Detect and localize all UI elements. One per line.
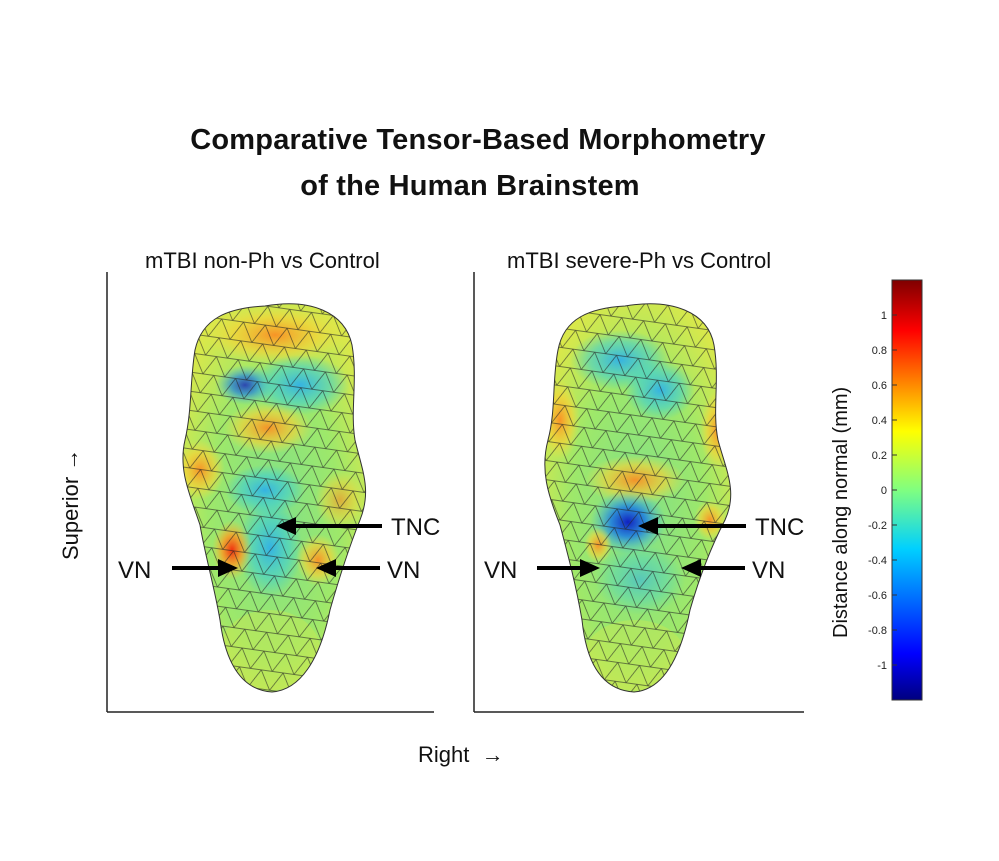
colorbar-tick-label: 0 <box>881 485 887 497</box>
brainstem-mesh-right <box>544 303 732 693</box>
figure-title-line1: Comparative Tensor-Based Morphometry <box>190 124 766 156</box>
colorbar-tick-label: -0.2 <box>868 520 887 532</box>
colorbar-tick-label: 0.4 <box>872 415 887 427</box>
colorbar-tick-label: -0.6 <box>868 590 887 602</box>
x-axis-label: Right → <box>418 742 504 767</box>
y-axis-label: Superior → <box>58 448 83 560</box>
colorbar-label: Distance along normal (mm) <box>830 386 852 638</box>
vn-label-right-outer: VN <box>484 557 517 584</box>
right-annotations: TNC VN VN <box>484 514 804 584</box>
tnc-label-right: TNC <box>755 514 804 541</box>
tnc-label-left: TNC <box>391 514 440 541</box>
colorbar-tick-label: -0.8 <box>868 625 887 637</box>
colorbar-tick-label: -1 <box>877 660 887 672</box>
left-annotations: TNC VN VN <box>118 514 440 584</box>
colorbar-ticks: 1 0.8 0.6 0.4 0.2 0 -0.2 -0.4 -0.6 -0.8 -1 <box>868 310 897 672</box>
colorbar-tick-label: 0.8 <box>872 345 887 357</box>
colorbar-tick-label: 1 <box>881 310 887 322</box>
colorbar: 1 0.8 0.6 0.4 0.2 0 -0.2 -0.4 -0.6 -0.8 -1 <box>868 279 923 701</box>
vn-label-left-inner: VN <box>387 557 420 584</box>
colorbar-tick-label: 0.6 <box>872 380 887 392</box>
panel-title-right: mTBI severe-Ph vs Control <box>507 248 772 273</box>
vn-label-right-inner: VN <box>752 557 785 584</box>
figure-title-line2: of the Human Brainstem <box>300 170 640 202</box>
brainstem-mesh-left <box>182 303 367 693</box>
panel-title-left: mTBI non-Ph vs Control <box>145 248 380 273</box>
vn-label-left-outer: VN <box>118 557 151 584</box>
colorbar-tick-label: -0.4 <box>868 555 887 567</box>
colorbar-tick-label: 0.2 <box>872 450 887 462</box>
